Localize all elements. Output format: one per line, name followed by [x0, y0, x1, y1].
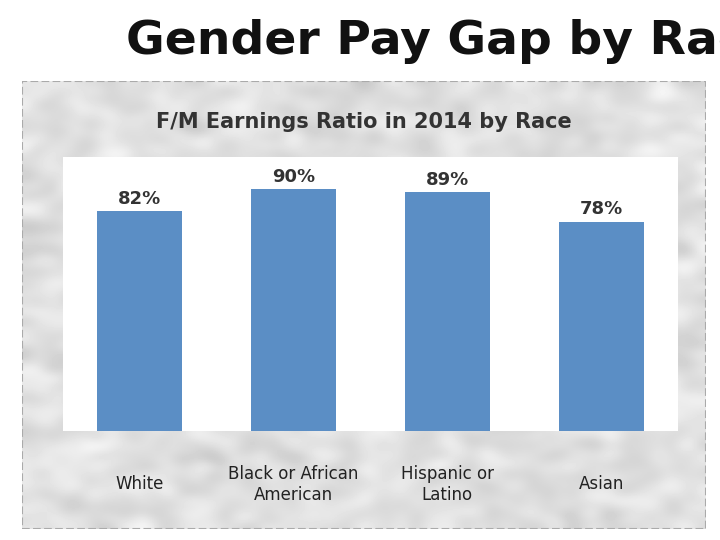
Text: White: White: [115, 475, 163, 494]
Text: Hispanic or
Latino: Hispanic or Latino: [401, 465, 494, 504]
Text: 90%: 90%: [272, 168, 315, 186]
Bar: [405, 192, 490, 430]
Text: 89%: 89%: [426, 171, 469, 189]
Bar: [63, 157, 678, 430]
Bar: [97, 211, 182, 430]
Text: Black or African
American: Black or African American: [228, 465, 359, 504]
Bar: [559, 221, 644, 430]
Bar: [251, 190, 336, 430]
Text: Gender Pay Gap by Race:: Gender Pay Gap by Race:: [126, 19, 720, 64]
Text: 82%: 82%: [118, 190, 161, 207]
Text: Asian: Asian: [579, 475, 624, 494]
Text: 78%: 78%: [580, 200, 623, 218]
Text: F/M Earnings Ratio in 2014 by Race: F/M Earnings Ratio in 2014 by Race: [156, 112, 572, 132]
